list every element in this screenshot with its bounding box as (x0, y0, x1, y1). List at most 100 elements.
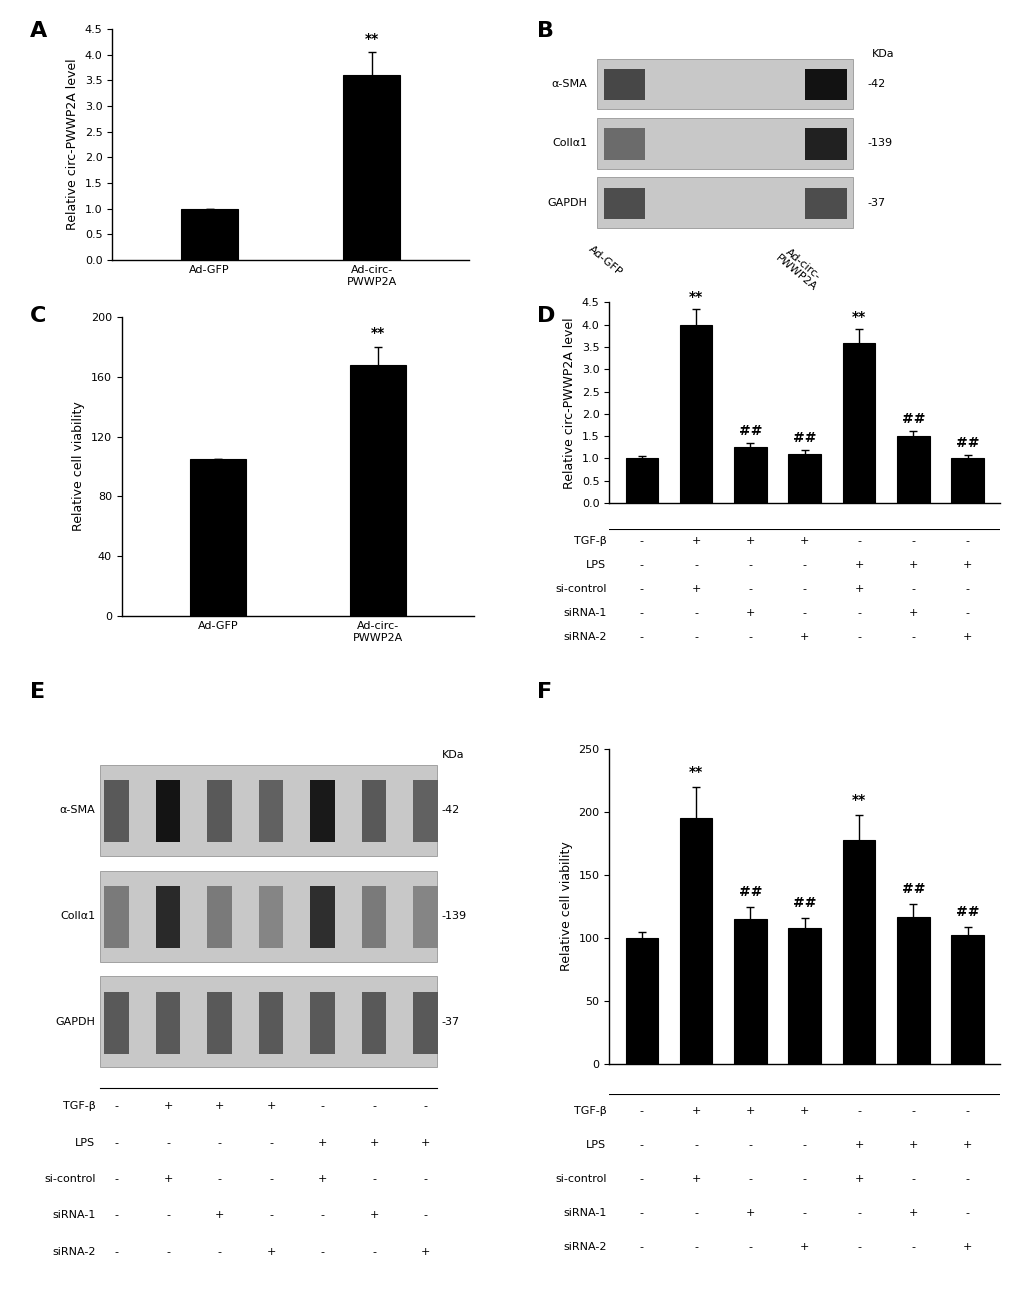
Text: -: - (856, 1106, 860, 1116)
Bar (804, 128, 846, 159)
Text: -: - (639, 632, 643, 642)
Text: -: - (372, 1175, 376, 1184)
Text: -42: -42 (441, 805, 460, 816)
Text: siRNA-1: siRNA-1 (52, 1211, 96, 1220)
Text: -: - (320, 1101, 324, 1111)
Text: -: - (965, 1175, 969, 1184)
Text: +: + (318, 1137, 327, 1147)
Text: -: - (372, 1247, 376, 1257)
Bar (596, 177, 853, 228)
Text: -: - (166, 1247, 170, 1257)
Text: ##: ## (792, 431, 815, 445)
Text: -: - (748, 584, 752, 593)
Text: -: - (217, 1175, 221, 1184)
Text: TGF-β: TGF-β (573, 536, 606, 545)
Text: +: + (962, 1242, 971, 1252)
Y-axis label: Relative circ-PWWP2A level: Relative circ-PWWP2A level (562, 317, 576, 488)
Text: α-SMA: α-SMA (60, 805, 96, 816)
Text: **: ** (365, 32, 379, 47)
Text: siRNA-1: siRNA-1 (562, 1208, 606, 1219)
Text: +: + (163, 1101, 172, 1111)
Text: Collα1: Collα1 (60, 912, 96, 921)
Text: siRNA-2: siRNA-2 (562, 1242, 606, 1252)
Text: -: - (802, 1208, 806, 1219)
Text: +: + (799, 632, 808, 642)
Text: **: ** (688, 765, 702, 780)
Text: -: - (166, 1137, 170, 1147)
Text: -: - (910, 1106, 914, 1116)
Bar (100, 976, 437, 1067)
Text: +: + (962, 1140, 971, 1150)
Y-axis label: Relative circ-PWWP2A level: Relative circ-PWWP2A level (66, 58, 79, 231)
Y-axis label: Relative cell viability: Relative cell viability (559, 842, 573, 971)
Bar (100, 765, 437, 856)
Bar (259, 781, 283, 842)
Text: TGF-β: TGF-β (62, 1101, 96, 1111)
Text: -: - (856, 1242, 860, 1252)
Text: -: - (910, 584, 914, 593)
Bar (842, 343, 874, 502)
Text: +: + (369, 1137, 378, 1147)
Text: E: E (30, 682, 45, 702)
Text: -: - (856, 536, 860, 545)
Text: -: - (910, 1175, 914, 1184)
Bar (951, 935, 983, 1064)
Text: +: + (745, 1208, 754, 1219)
Text: -: - (269, 1137, 273, 1147)
Bar (104, 781, 128, 842)
Bar (596, 118, 853, 168)
Text: ##: ## (901, 882, 924, 896)
Text: siRNA-2: siRNA-2 (562, 632, 606, 642)
Bar (625, 938, 657, 1064)
Text: GAPDH: GAPDH (547, 198, 587, 207)
Text: -: - (639, 1242, 643, 1252)
Text: +: + (421, 1247, 430, 1257)
Text: +: + (691, 1106, 700, 1116)
Text: -: - (856, 632, 860, 642)
Text: -: - (423, 1211, 427, 1220)
Bar (207, 781, 231, 842)
Bar (156, 992, 180, 1054)
Bar (207, 992, 231, 1054)
Text: **: ** (371, 325, 385, 339)
Text: Ad-GFP: Ad-GFP (586, 245, 624, 278)
Text: +: + (854, 1175, 863, 1184)
Text: +: + (745, 607, 754, 618)
Text: LPS: LPS (586, 1140, 606, 1150)
Bar (896, 917, 928, 1064)
Bar (603, 69, 644, 100)
Text: +: + (854, 559, 863, 570)
Text: -: - (910, 536, 914, 545)
Bar (362, 781, 386, 842)
Text: +: + (908, 559, 917, 570)
Bar (350, 365, 406, 616)
Text: -: - (217, 1137, 221, 1147)
Text: -: - (965, 1106, 969, 1116)
Bar (310, 781, 334, 842)
Text: -: - (639, 536, 643, 545)
Text: -: - (802, 1140, 806, 1150)
Text: -: - (748, 1242, 752, 1252)
Bar (310, 992, 334, 1054)
Text: +: + (908, 1208, 917, 1219)
Bar (734, 919, 766, 1064)
Bar (413, 781, 437, 842)
Text: -: - (910, 1242, 914, 1252)
Bar (625, 458, 657, 502)
Bar (310, 886, 334, 948)
Text: **: ** (851, 793, 865, 807)
Text: -: - (965, 607, 969, 618)
Text: +: + (908, 1140, 917, 1150)
Text: -: - (693, 1208, 697, 1219)
Bar (734, 447, 766, 502)
Bar (207, 886, 231, 948)
Bar (804, 188, 846, 219)
Text: LPS: LPS (586, 559, 606, 570)
Text: +: + (854, 584, 863, 593)
Text: +: + (369, 1211, 378, 1220)
Text: -: - (320, 1247, 324, 1257)
Text: -: - (748, 1140, 752, 1150)
Text: D: D (536, 306, 554, 326)
Text: -: - (693, 559, 697, 570)
Bar (181, 208, 237, 260)
